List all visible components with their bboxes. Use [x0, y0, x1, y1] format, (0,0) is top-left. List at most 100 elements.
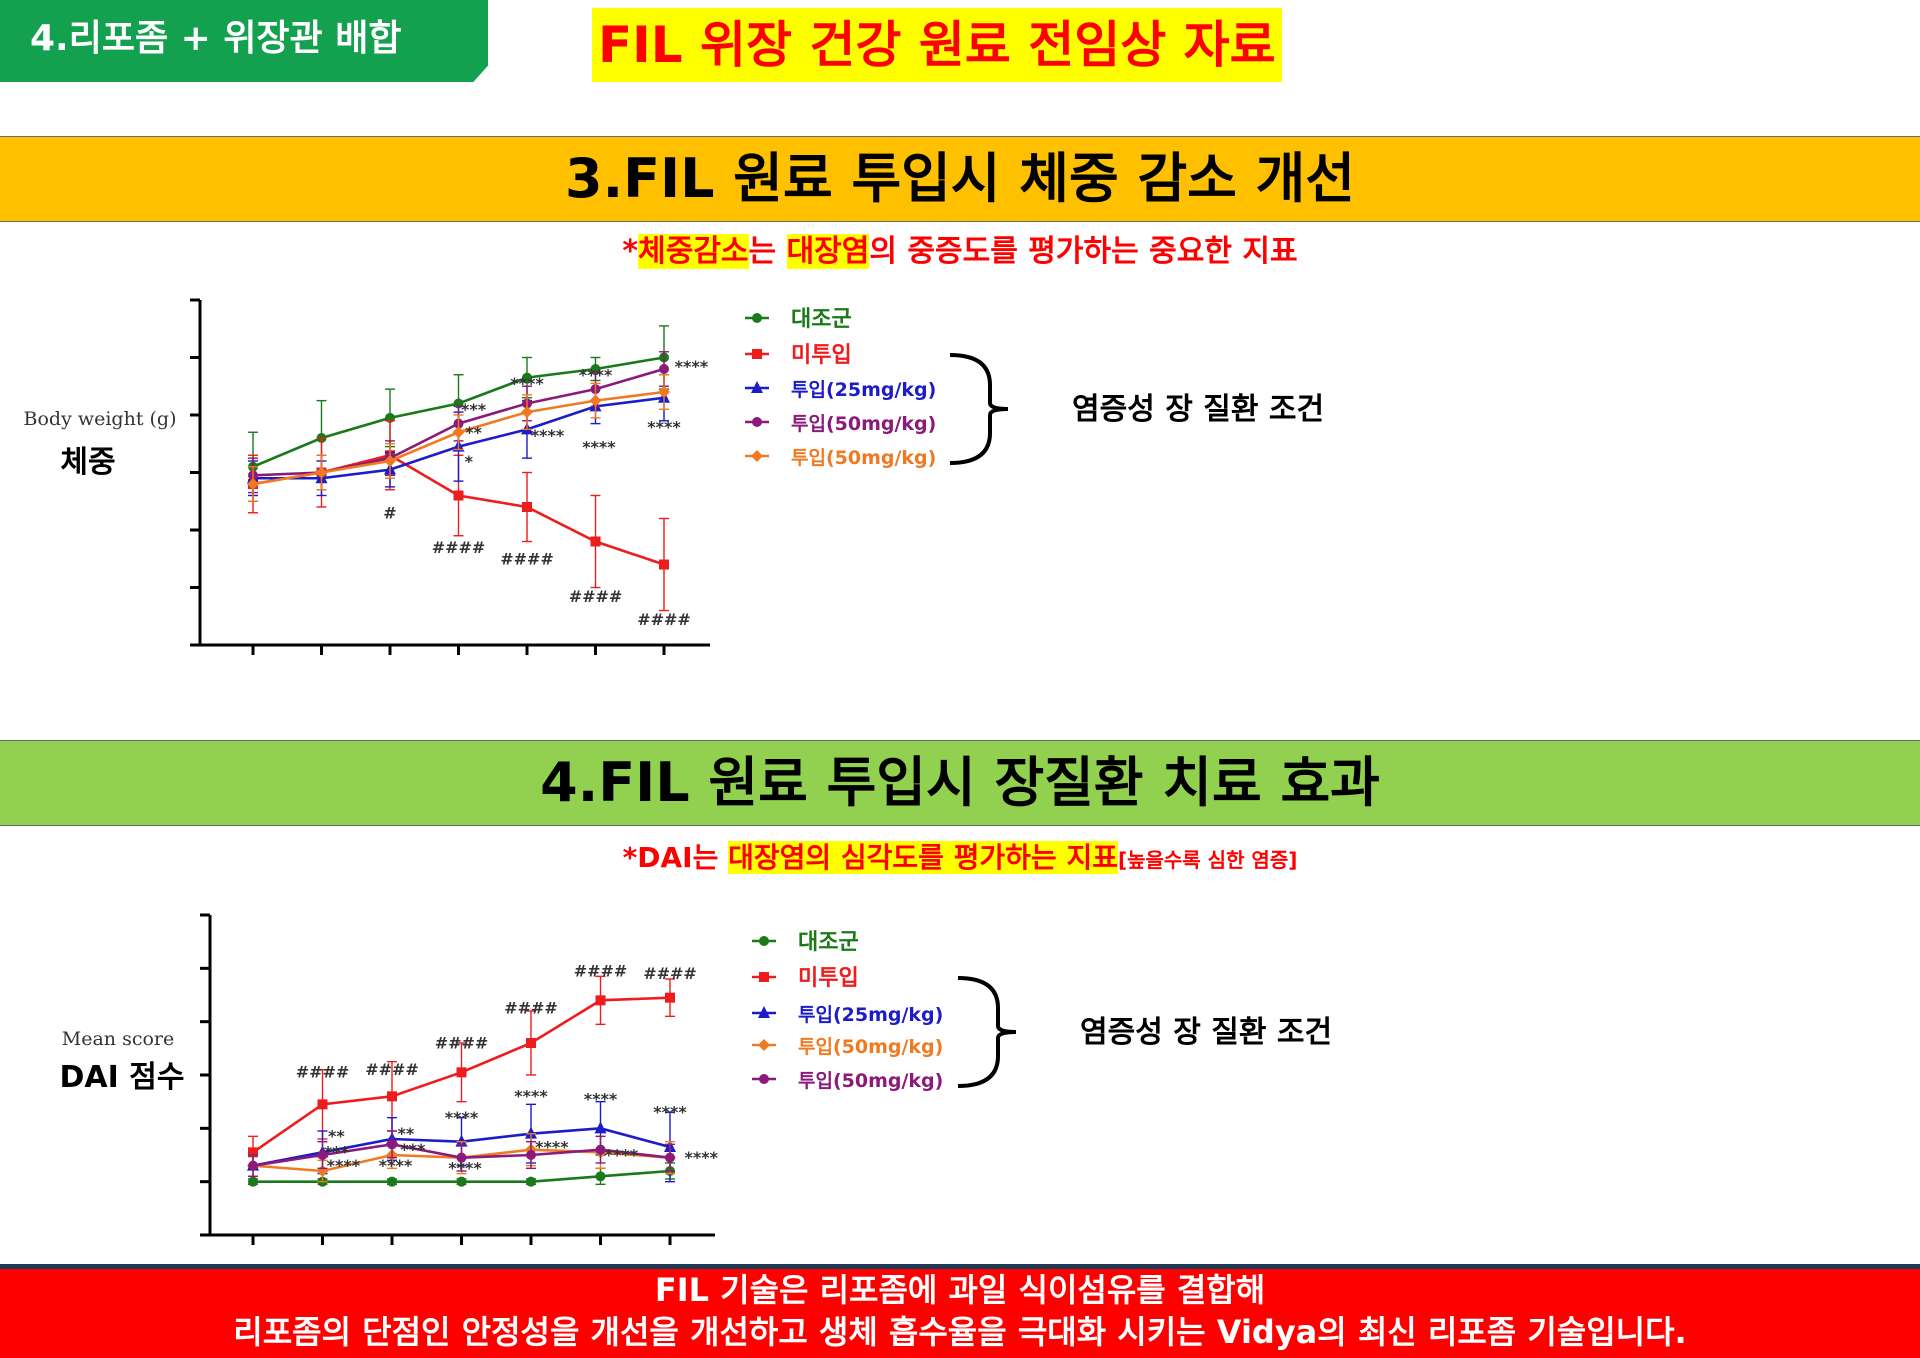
significance-label: #### — [500, 550, 554, 569]
legend-label: 대조군 — [798, 930, 859, 955]
legend-label: 투입(25mg/kg) — [791, 379, 936, 401]
significance-label: #### — [435, 1033, 489, 1052]
data-point — [456, 1176, 467, 1187]
legend-marker — [759, 1074, 769, 1084]
data-point — [589, 394, 602, 407]
series-2 — [248, 975, 675, 1170]
data-point — [526, 1176, 536, 1187]
data-point — [247, 478, 259, 490]
data-point — [526, 1150, 536, 1160]
significance-label: #### — [637, 610, 691, 629]
significance-label: #### — [432, 538, 486, 557]
section1-title: 3.FIL 원료 투입시 체중 감소 개선 — [0, 136, 1920, 222]
footer-line-2: 리포좀의 단점인 안정성을 개선을 개선하고 생체 흡수율을 극대화 시키는 V… — [233, 1313, 1687, 1351]
legend-item-4: 투입(50mg/kg) — [745, 413, 936, 435]
note-highlight-dai: 대장염의 심각도를 평가하는 지표 — [728, 841, 1118, 874]
y-axis-label-en: Body weight (g) — [24, 408, 177, 430]
significance-label: **** — [510, 374, 544, 393]
data-point — [526, 1038, 536, 1048]
data-point — [522, 502, 532, 512]
legend-marker — [758, 1039, 770, 1051]
significance-label: **** — [675, 357, 709, 376]
significance-label: *** — [400, 1140, 426, 1159]
significance-label: * — [465, 452, 474, 471]
significance-label: **** — [647, 417, 681, 436]
significance-label: **** — [579, 366, 613, 385]
section2-note: *DAI는 대장염의 심각도를 평가하는 지표[높을수록 심한 염증] — [0, 838, 1920, 880]
data-point — [659, 364, 669, 374]
significance-label: ** — [465, 423, 482, 442]
legend-marker — [759, 936, 769, 946]
page-title: FIL 위장 건강 원료 전임상 자료 — [592, 8, 1282, 82]
legend-marker — [751, 450, 763, 462]
legend-item-1: 대조군 — [745, 307, 852, 332]
data-point — [315, 466, 328, 479]
data-point — [665, 992, 675, 1003]
note-highlight-colitis: 대장염 — [786, 234, 870, 269]
significance-label: **** — [448, 1159, 482, 1178]
y-axis-label-ko: 체중 — [60, 445, 115, 480]
data-point — [317, 1150, 328, 1160]
legend-item-5: 투입(50mg/kg) — [752, 1070, 943, 1092]
significance-label: #### — [296, 1063, 350, 1082]
legend-label: 미투입 — [798, 966, 859, 991]
significance-label: **** — [531, 426, 565, 445]
data-point — [453, 490, 464, 501]
section2-title: 4.FIL 원료 투입시 장질환 치료 효과 — [0, 740, 1920, 826]
data-point — [595, 1171, 606, 1182]
series-5 — [248, 1130, 675, 1178]
data-point — [521, 406, 533, 419]
legend-item-2: 미투입 — [752, 966, 859, 991]
data-point — [456, 1152, 467, 1163]
section1-note: *체중감소는 대장염의 중증도를 평가하는 중요한 지표 — [0, 232, 1920, 272]
legend-marker — [751, 381, 763, 393]
significance-label: ** — [328, 1127, 345, 1146]
significance-label: **** — [379, 1156, 413, 1175]
legend-label: 투입(50mg/kg) — [798, 1070, 943, 1092]
legend-bracket — [949, 353, 1009, 465]
significance-label: #### — [504, 999, 558, 1018]
significance-label: ** — [398, 1124, 415, 1143]
legend-item-3: 투입(25mg/kg) — [752, 1004, 943, 1026]
significance-label: *** — [461, 400, 487, 419]
data-point — [595, 1144, 606, 1155]
legend-item-2: 미투입 — [745, 343, 852, 368]
data-point — [456, 1067, 467, 1078]
note-text: *DAI는 — [622, 841, 729, 874]
note-highlight-weight-loss: 체중감소 — [638, 234, 749, 269]
significance-label: **** — [685, 1148, 719, 1167]
data-point — [525, 1126, 537, 1139]
significance-label: #### — [365, 1060, 419, 1079]
significance-label: **** — [653, 1103, 687, 1122]
note-small: [높을수록 심한 염증] — [1117, 848, 1298, 872]
significance-label: **** — [535, 1137, 569, 1156]
data-point — [384, 455, 396, 467]
dai-score-chart: Mean score DAI 점수 #### #### #### #### #### ##… — [60, 913, 1332, 1245]
legend-label: 투입(50mg/kg) — [791, 447, 936, 469]
y-axis-label-ko: DAI 점수 — [60, 1060, 185, 1095]
plot-area: #################***********************… — [190, 298, 710, 655]
legend-label: 투입(25mg/kg) — [798, 1004, 943, 1026]
legend-label: 대조군 — [791, 307, 852, 332]
legend-marker — [752, 313, 762, 323]
footer-line-1: FIL 기술은 리포좀에 과일 식이섬유를 결합해 — [654, 1271, 1266, 1309]
legend-marker — [752, 417, 762, 427]
legend-label: 투입(50mg/kg) — [791, 413, 936, 435]
body-weight-chart: Body weight (g) 체중 #################****… — [24, 298, 1324, 655]
significance-label: #### — [569, 587, 623, 606]
note-star: * — [622, 234, 639, 269]
significance-label: **** — [582, 437, 616, 456]
significance-label: #### — [574, 961, 628, 980]
y-axis-label-en: Mean score — [62, 1028, 174, 1050]
data-point — [387, 1139, 397, 1150]
data-point — [590, 536, 601, 547]
data-point — [452, 426, 465, 439]
note-text: 의 중증도를 평가하는 중요한 지표 — [869, 234, 1298, 269]
significance-label: **** — [584, 1089, 618, 1108]
legend-marker — [758, 1006, 770, 1018]
data-point — [522, 372, 532, 383]
legend-label: 투입(50mg/kg) — [798, 1036, 943, 1058]
significance-label: **** — [605, 1145, 639, 1164]
legend-item-3: 투입(25mg/kg) — [745, 379, 936, 401]
